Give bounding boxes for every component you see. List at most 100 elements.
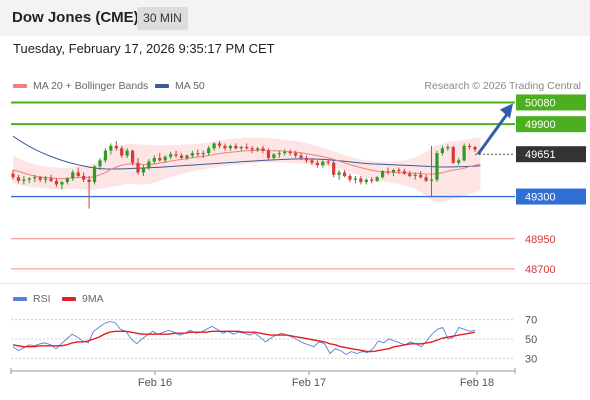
- candle-body: [261, 148, 265, 151]
- candle-body: [315, 162, 319, 166]
- ma20-swatch: [13, 84, 27, 89]
- candle-body: [353, 178, 358, 180]
- candle-body: [217, 143, 222, 146]
- candle-body: [234, 145, 238, 149]
- candle-body: [169, 154, 173, 157]
- forecast-arrow-shaft: [476, 110, 511, 156]
- legend-ma20: MA 20 + Bollinger Bands: [13, 80, 148, 92]
- legend-ma20-label: MA 20 + Bollinger Bands: [33, 80, 149, 92]
- candle-body: [60, 182, 64, 185]
- candle-body: [130, 150, 135, 163]
- level-tag-50080: [516, 94, 586, 111]
- level-tag-text-49900: 49900: [525, 119, 556, 131]
- candle-body: [440, 148, 444, 154]
- candle-body: [310, 160, 314, 163]
- level-tag-49300: [516, 188, 586, 205]
- candle-body: [272, 154, 276, 158]
- rsi-line: [12, 321, 476, 356]
- candle-body: [283, 151, 287, 154]
- candle-body: [174, 154, 178, 156]
- candle-body: [462, 145, 466, 161]
- rsi-tick-50: 50: [525, 334, 537, 346]
- candle-body: [429, 179, 434, 181]
- candle-body: [92, 166, 97, 183]
- candle-body: [337, 172, 341, 175]
- candle-body: [87, 179, 91, 183]
- candle-body: [201, 153, 205, 155]
- ma50-swatch: [155, 84, 169, 89]
- candle-body: [27, 178, 31, 180]
- candle-body: [76, 172, 80, 177]
- level-tag-49651: [516, 146, 586, 163]
- candle-body: [11, 173, 15, 178]
- bollinger-band-group: [13, 137, 481, 202]
- candle-body: [342, 172, 347, 177]
- x-tick-label-feb-18: Feb 18: [460, 377, 494, 389]
- candle-body: [408, 173, 412, 177]
- candle-body: [141, 167, 146, 173]
- timeframe-badge[interactable]: 30 MIN: [137, 7, 188, 30]
- candle-body: [255, 148, 260, 150]
- instrument-title: Dow Jones (CME): [12, 9, 139, 26]
- datetime-label: Tuesday, February 17, 2026 9:35:17 PM CE…: [13, 41, 275, 56]
- legend-rsi: RSI: [13, 293, 51, 305]
- candle-body: [294, 153, 298, 156]
- candle-body: [228, 145, 233, 149]
- candle-body: [158, 157, 162, 161]
- candle-body: [239, 147, 243, 149]
- candle-body: [467, 145, 472, 148]
- candle-body: [103, 150, 108, 161]
- level-tag-text-50080: 50080: [525, 97, 556, 109]
- candle-body: [163, 156, 167, 161]
- x-tick-label-feb-17: Feb 17: [292, 377, 326, 389]
- candles-group: [11, 141, 477, 209]
- candle-body: [207, 148, 211, 154]
- candle-body: [424, 177, 428, 181]
- candle-body: [125, 150, 129, 156]
- level-label-48700: 48700: [525, 264, 556, 276]
- bollinger-band: [13, 137, 481, 202]
- candle-body: [402, 171, 406, 174]
- candle-body: [397, 170, 401, 172]
- candle-body: [250, 148, 254, 150]
- x-tick-label-feb-16: Feb 16: [138, 377, 172, 389]
- legend-9ma-label: 9MA: [82, 293, 104, 305]
- legend-9ma: 9MA: [62, 293, 104, 305]
- rsi-tick-30: 30: [525, 353, 537, 365]
- rsi-swatch: [13, 297, 27, 302]
- x-axis-group: Feb 16 Feb 17 Feb 18: [10, 368, 516, 389]
- panel-divider: [0, 283, 590, 284]
- candle-body: [152, 157, 156, 162]
- candle-body: [71, 172, 75, 179]
- legend-ma50: MA 50: [155, 80, 205, 92]
- candle-body: [65, 178, 69, 183]
- candle-body: [473, 147, 477, 150]
- candle-body: [332, 162, 336, 175]
- candle-body: [375, 177, 379, 181]
- candle-body: [136, 162, 140, 173]
- candle-body: [16, 177, 21, 181]
- candle-body: [179, 155, 184, 158]
- ma50-line: [12, 135, 481, 170]
- candle-body: [446, 147, 450, 149]
- candle-body: [98, 160, 102, 167]
- level-tag-49900: [516, 116, 586, 133]
- candle-body: [266, 150, 271, 158]
- candle-body: [277, 153, 281, 155]
- candle-body: [120, 148, 124, 156]
- levels-group: 50080 49900 49651 49300 48950 48700: [11, 94, 586, 276]
- candle-body: [212, 143, 216, 149]
- candle-body: [245, 147, 249, 149]
- candle-body: [321, 161, 325, 166]
- candle-body: [451, 147, 455, 163]
- ma20-line: [12, 149, 481, 180]
- chart-header: Dow Jones (CME) 30 MIN: [0, 0, 590, 36]
- 9ma-swatch: [62, 297, 76, 302]
- candle-body: [109, 145, 113, 151]
- candle-body: [288, 151, 292, 154]
- candle-body: [22, 179, 26, 181]
- level-tag-text-49300: 49300: [525, 192, 556, 204]
- candle-body: [370, 179, 374, 181]
- candle-body: [391, 170, 396, 173]
- level-tag-text-49651: 49651: [525, 149, 556, 161]
